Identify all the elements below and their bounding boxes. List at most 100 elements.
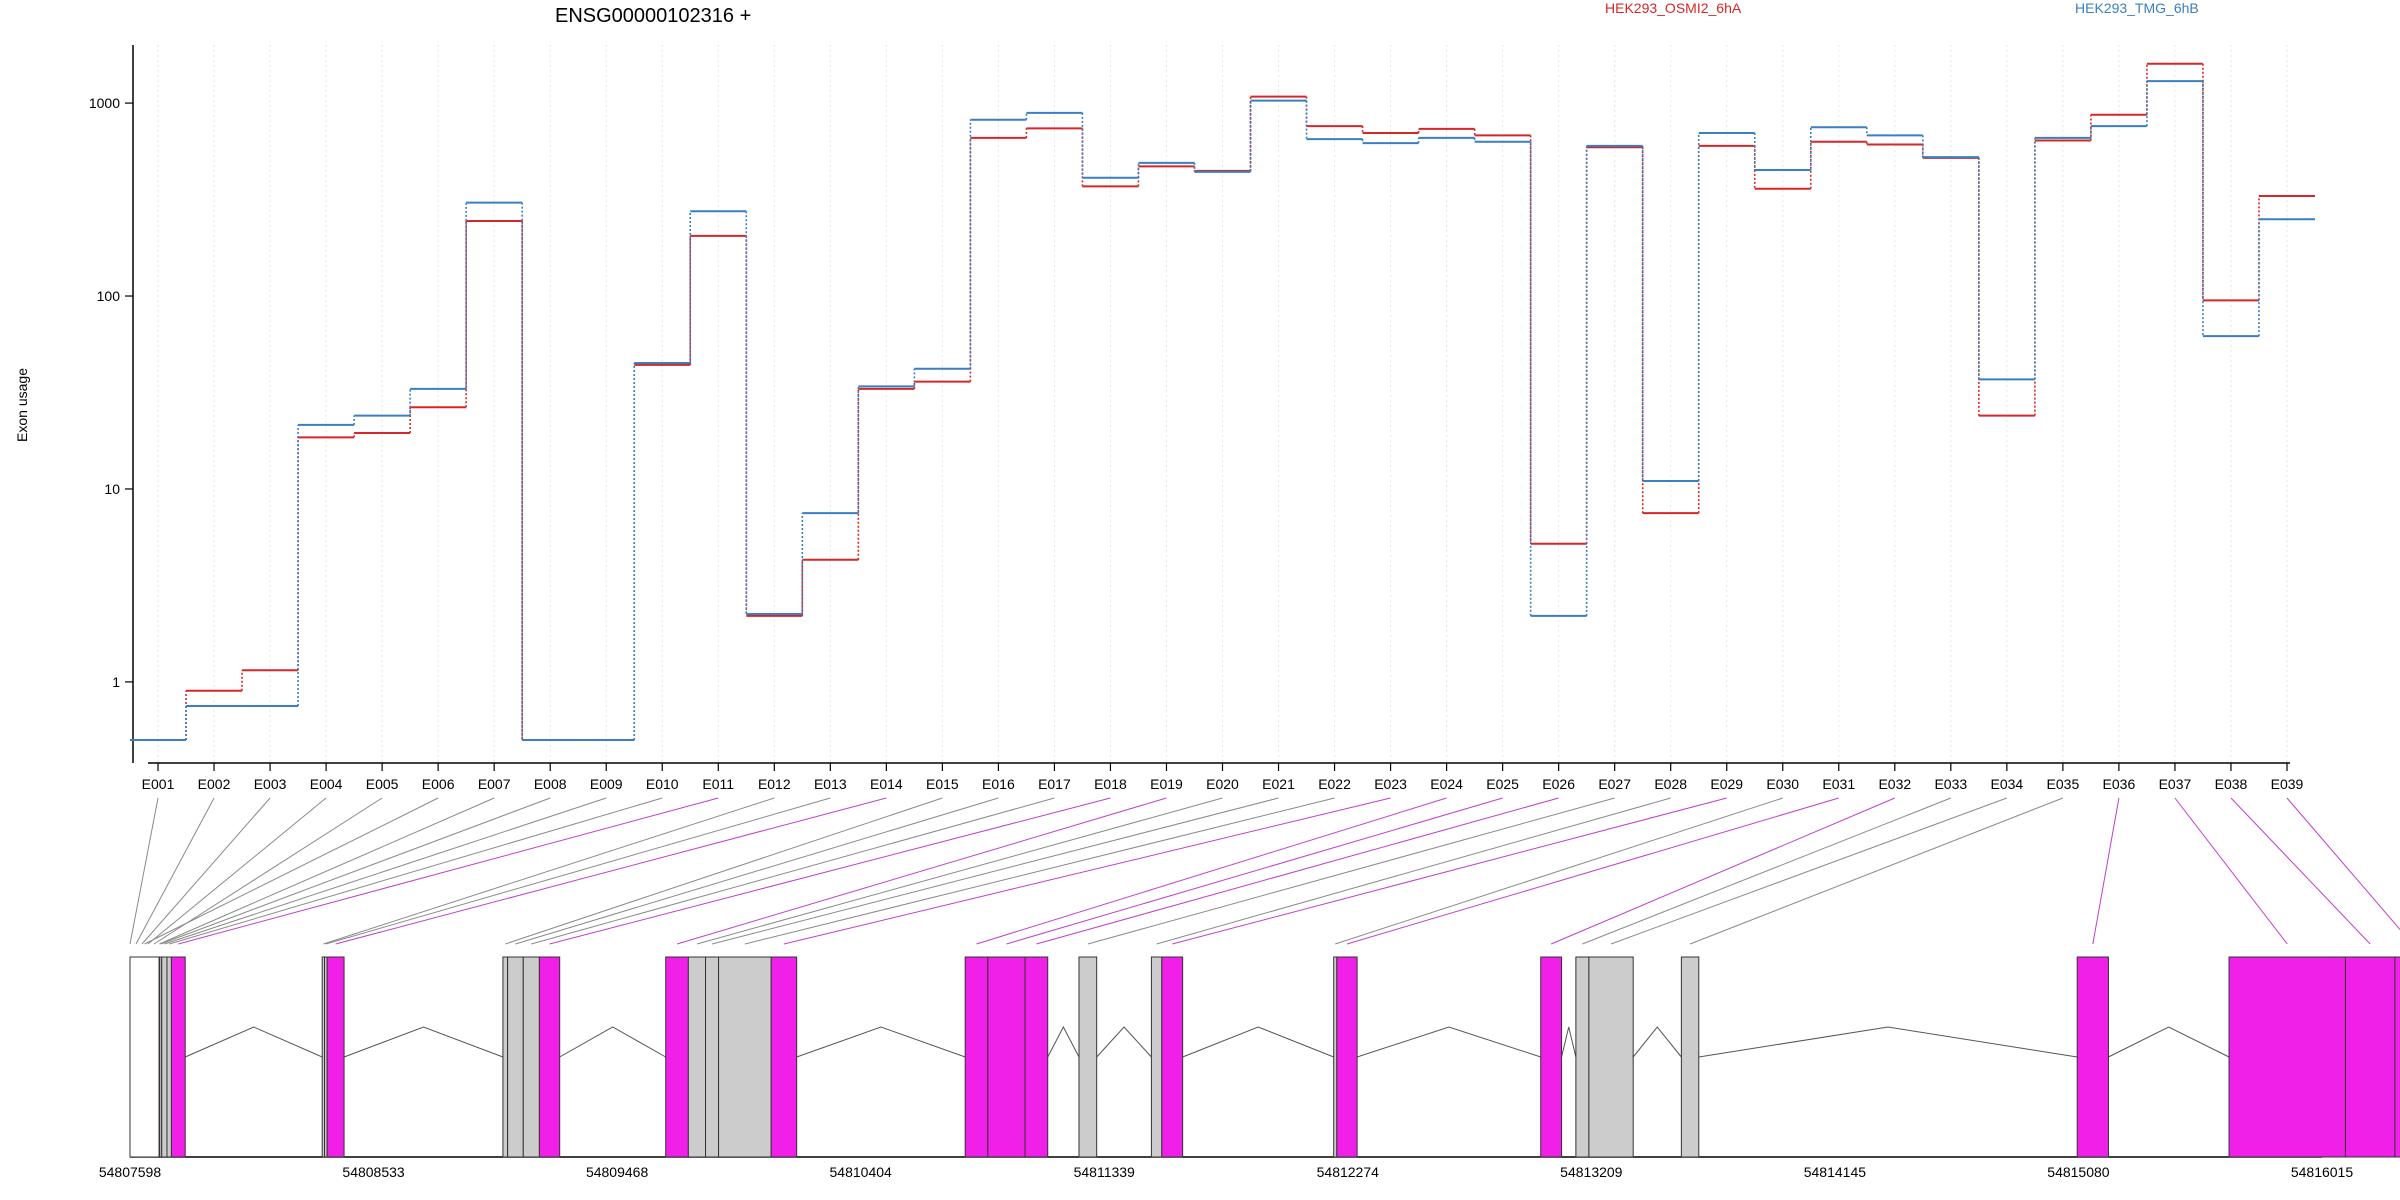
- y-tick-label: 100: [97, 288, 121, 304]
- exon-box-gray: [1150, 956, 1163, 1158]
- x-tick-label: E017: [1038, 776, 1071, 792]
- x-tick-label: E016: [982, 776, 1015, 792]
- connector-E008: [160, 797, 551, 945]
- exon-connector-lines: [129, 797, 2400, 945]
- exon-box-gray: [1575, 956, 1590, 1158]
- axes: [132, 45, 2290, 764]
- coordinate-label: 54814145: [1804, 1164, 1867, 1180]
- exon-box-magenta: [770, 956, 798, 1158]
- x-tick-label: E037: [2159, 776, 2192, 792]
- exon-box-magenta: [1024, 956, 1049, 1158]
- exon-box-magenta: [1161, 956, 1184, 1158]
- intron-line: [1632, 1026, 1682, 1058]
- exon-box-gray: [507, 956, 524, 1158]
- intron-line: [185, 1026, 323, 1058]
- exon-box-gray: [705, 956, 720, 1158]
- x-tick-label: E012: [758, 776, 791, 792]
- intron-line: [2108, 1026, 2230, 1058]
- y-tick-label: 1: [112, 674, 120, 690]
- connector-E027: [1087, 797, 1615, 945]
- intron-line: [1698, 1026, 2078, 1058]
- x-tick-label: E020: [1206, 776, 1239, 792]
- x-tick-label: E001: [142, 776, 175, 792]
- exon-box-magenta: [2228, 956, 2346, 1158]
- coordinate-label: 54812274: [1317, 1164, 1380, 1180]
- x-tick-label: E015: [926, 776, 959, 792]
- connector-E020: [696, 797, 1223, 945]
- x-tick-label: E009: [590, 776, 623, 792]
- connector-E025: [1006, 797, 1503, 945]
- x-tick-label: E031: [1822, 776, 1855, 792]
- y-tick-label: 10: [104, 481, 120, 497]
- connector-E014: [335, 797, 887, 945]
- connector-E034: [1610, 797, 2008, 945]
- connector-E002: [135, 797, 215, 945]
- connector-E007: [159, 797, 495, 945]
- exon-box-white: [129, 956, 160, 1158]
- x-tick-label: E034: [1991, 776, 2024, 792]
- gene-model: [129, 956, 2400, 1158]
- connector-E033: [1582, 797, 1952, 945]
- connector-E021: [711, 797, 1279, 945]
- intron-line: [1356, 1026, 1541, 1058]
- connector-E018: [549, 797, 1111, 945]
- connector-E032: [1550, 797, 1896, 945]
- x-tick-label: E025: [1486, 776, 1519, 792]
- connector-E022: [744, 797, 1335, 945]
- connector-E030: [1335, 797, 1783, 945]
- x-tick-label: E002: [198, 776, 231, 792]
- x-tick-label: E029: [1710, 776, 1743, 792]
- exon-box-magenta: [1336, 956, 1358, 1158]
- x-tick-label: E036: [2103, 776, 2136, 792]
- coordinate-label: 54807598: [99, 1164, 162, 1180]
- connector-E001: [129, 797, 159, 945]
- intron-line: [343, 1026, 504, 1058]
- x-ticks: E001 E002 E003 E004 E005 E006 E007 E008 E009 E010…: [142, 763, 2304, 792]
- x-tick-label: E003: [254, 776, 287, 792]
- x-tick-label: E032: [1878, 776, 1911, 792]
- exon-box-magenta: [538, 956, 561, 1158]
- exon-box-gray: [1078, 956, 1098, 1158]
- intron-line: [1096, 1026, 1152, 1058]
- connector-E028: [1156, 797, 1671, 945]
- x-tick-label: E006: [422, 776, 455, 792]
- intron-line: [796, 1026, 966, 1058]
- exon-box-magenta: [665, 956, 689, 1158]
- connector-E037: [2174, 797, 2288, 945]
- x-tick-label: E030: [1766, 776, 1799, 792]
- connector-E010: [169, 797, 663, 945]
- coordinate-label: 54816015: [2291, 1164, 2354, 1180]
- exon-box-gray: [166, 956, 172, 1158]
- coordinate-label: 54810404: [830, 1164, 893, 1180]
- x-tick-label: E026: [1542, 776, 1575, 792]
- x-tick-label: E010: [646, 776, 679, 792]
- x-tick-label: E021: [1262, 776, 1295, 792]
- y-tick-label: 1000: [89, 95, 120, 111]
- connector-E009: [164, 797, 607, 945]
- legend-series-2: HEK293_TMG_6hB: [2075, 0, 2199, 16]
- series-2: [130, 80, 2315, 741]
- x-tick-label: E018: [1094, 776, 1127, 792]
- legend-series-1: HEK293_OSMI2_6hA: [1605, 0, 1742, 16]
- y-axis-label: Exon usage: [14, 368, 30, 442]
- x-tick-label: E019: [1150, 776, 1183, 792]
- connector-E003: [141, 797, 271, 945]
- exon-box-gray: [687, 956, 707, 1158]
- coordinate-label: 54815080: [2047, 1164, 2110, 1180]
- exon-box-magenta: [987, 956, 1026, 1158]
- connector-E006: [144, 797, 439, 945]
- connector-E029: [1172, 797, 1727, 945]
- x-tick-label: E004: [310, 776, 343, 792]
- genomic-coordinates: 54807598 54808533 54809468 54810404 54811339…: [99, 1164, 2354, 1180]
- x-tick-label: E007: [478, 776, 511, 792]
- exon-box-magenta: [170, 956, 186, 1158]
- connector-E023: [783, 797, 1391, 945]
- exon-box-gray: [502, 956, 509, 1158]
- x-tick-label: E028: [1654, 776, 1687, 792]
- connector-E036: [2092, 797, 2120, 945]
- exon-box-magenta: [2344, 956, 2396, 1158]
- x-tick-label: E023: [1374, 776, 1407, 792]
- exon-box-gray: [1680, 956, 1700, 1158]
- connector-E017: [531, 797, 1055, 945]
- x-tick-label: E005: [366, 776, 399, 792]
